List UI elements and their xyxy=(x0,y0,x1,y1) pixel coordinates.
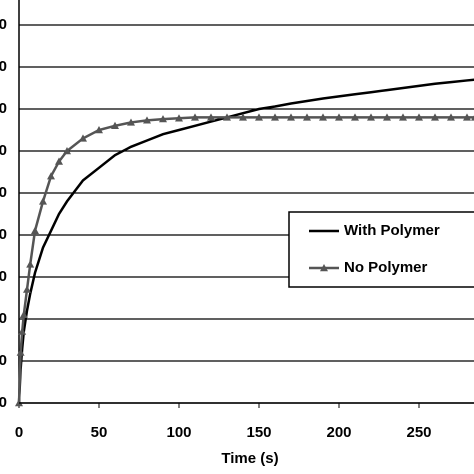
x-tick-label: 50 xyxy=(91,424,108,441)
y-tick-label: 50 xyxy=(0,184,7,201)
marker xyxy=(16,348,25,356)
x-tick-label: 200 xyxy=(326,424,351,441)
x-tick-label: 250 xyxy=(406,424,431,441)
marker xyxy=(19,310,28,318)
marker xyxy=(239,113,247,121)
legend-marker xyxy=(320,264,328,272)
series-line xyxy=(17,78,474,404)
marker xyxy=(191,113,199,121)
marker xyxy=(95,126,103,134)
marker xyxy=(287,113,295,121)
y-tick-label: 60 xyxy=(0,142,7,159)
legend-label: With Polymer xyxy=(344,222,440,239)
marker xyxy=(18,327,27,335)
marker xyxy=(26,260,35,268)
x-tick-label: 0 xyxy=(15,424,23,441)
marker xyxy=(463,113,471,121)
legend-box xyxy=(288,211,474,288)
marker xyxy=(47,172,55,180)
legend-label: No Polymer xyxy=(344,259,428,276)
marker xyxy=(271,113,279,121)
marker xyxy=(471,115,474,121)
marker xyxy=(207,113,215,121)
marker xyxy=(383,113,391,121)
marker xyxy=(399,113,407,121)
marker xyxy=(319,113,327,121)
marker xyxy=(55,157,63,165)
marker xyxy=(143,116,151,124)
marker xyxy=(31,226,39,234)
y-tick-label: 10 xyxy=(0,352,7,369)
marker xyxy=(335,113,343,121)
y-tick-label: 0 xyxy=(0,394,7,411)
x-tick-label: 100 xyxy=(166,424,191,441)
marker xyxy=(63,147,71,155)
y-tick-label: 20 xyxy=(0,310,7,327)
x-tick-label: 150 xyxy=(246,424,271,441)
y-tick-label: 40 xyxy=(0,226,7,243)
marker xyxy=(431,113,439,121)
marker xyxy=(111,121,119,129)
marker xyxy=(303,113,311,121)
marker xyxy=(415,113,423,121)
marker xyxy=(223,113,231,121)
marker xyxy=(255,113,263,121)
y-tick-label: 70 xyxy=(0,100,7,117)
marker xyxy=(175,114,183,122)
marker xyxy=(447,113,455,121)
marker xyxy=(367,113,375,121)
marker xyxy=(127,118,135,126)
marker xyxy=(39,197,47,205)
marker xyxy=(351,113,359,121)
y-tick-label: 30 xyxy=(0,268,7,285)
marker xyxy=(159,115,167,123)
x-axis-title: Time (s) xyxy=(221,450,278,467)
y-tick-label: 80 xyxy=(0,58,7,75)
marker xyxy=(79,134,87,142)
y-tick-label: 90 xyxy=(0,16,7,33)
marker xyxy=(23,285,31,293)
